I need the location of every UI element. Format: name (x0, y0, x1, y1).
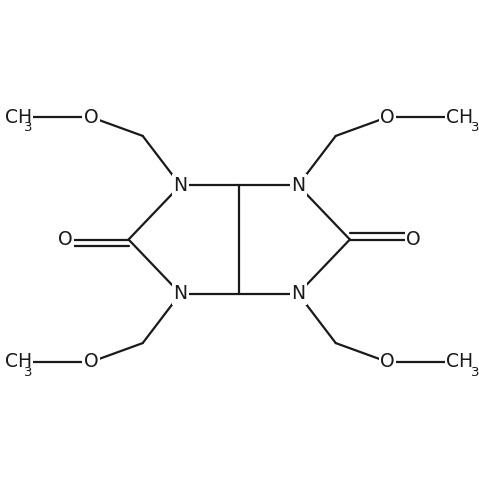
Text: N: N (291, 284, 305, 303)
Text: O: O (84, 108, 98, 126)
Text: N: N (173, 176, 187, 195)
Text: 3: 3 (471, 366, 479, 379)
Text: CH: CH (446, 108, 474, 126)
Text: O: O (84, 353, 98, 371)
Text: O: O (380, 108, 395, 126)
Text: O: O (406, 230, 421, 249)
Text: 3: 3 (23, 121, 32, 134)
Text: O: O (57, 230, 72, 249)
Text: CH: CH (446, 353, 474, 371)
Text: CH: CH (5, 108, 32, 126)
Text: N: N (173, 284, 187, 303)
Text: N: N (291, 176, 305, 195)
Text: 3: 3 (23, 366, 32, 379)
Text: 3: 3 (471, 121, 479, 134)
Text: CH: CH (5, 353, 32, 371)
Text: O: O (380, 353, 395, 371)
